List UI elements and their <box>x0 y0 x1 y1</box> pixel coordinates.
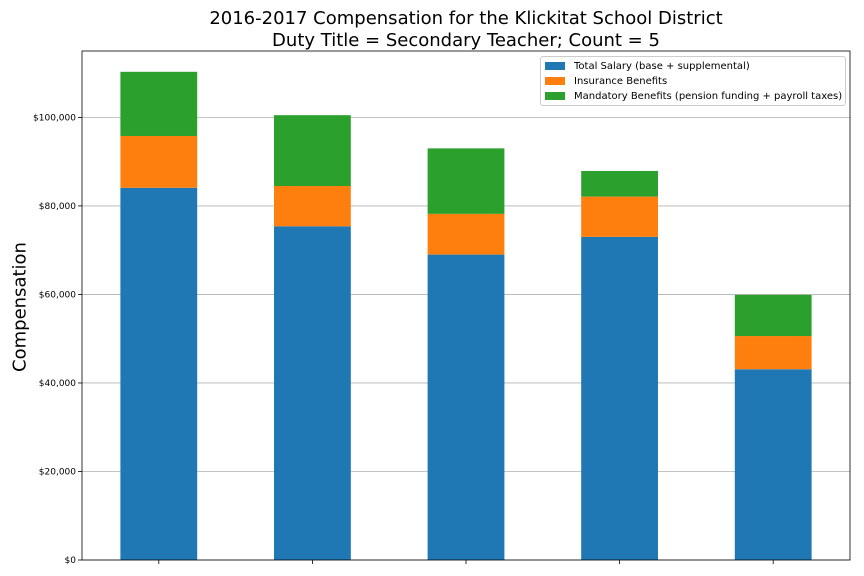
y-tick-label-0: $0 <box>65 556 77 566</box>
legend-label-salary: Total Salary (base + supplemental) <box>574 60 750 72</box>
y-tick-label-2: $40,000 <box>39 379 76 389</box>
bar-3-3 <box>427 148 505 214</box>
legend-swatch-insurance <box>545 77 565 85</box>
plot-frame <box>81 50 851 561</box>
y-tick-label-1: $20,000 <box>39 467 76 477</box>
y-tick-label-4: $80,000 <box>39 202 76 212</box>
bar-2-2 <box>274 185 351 227</box>
bar-2-4 <box>581 196 658 237</box>
legend-swatch-mandatory <box>545 92 565 100</box>
legend-entry-insurance: Insurance Benefits <box>545 74 667 88</box>
bar-3-5 <box>734 294 812 337</box>
bar-1-4 <box>581 236 658 561</box>
bar-2-5 <box>734 336 812 370</box>
bar-1-5 <box>734 369 812 560</box>
legend-entry-salary: Total Salary (base + supplemental) <box>545 59 750 73</box>
bar-2-1 <box>120 135 198 188</box>
chart-title: 2016-2017 Compensation for the Klickitat… <box>209 8 723 29</box>
legend-label-insurance: Insurance Benefits <box>574 75 668 87</box>
bar-3-4 <box>581 170 658 197</box>
bar-3-1 <box>120 71 198 136</box>
bar-1-2 <box>274 226 351 560</box>
bar-2-3 <box>427 213 505 255</box>
legend-label-mandatory: Mandatory Benefits (pension funding + pa… <box>574 90 843 102</box>
bar-3-2 <box>274 115 351 186</box>
y-tick-label-3: $60,000 <box>39 290 76 300</box>
chart-subtitle: Duty Title = Secondary Teacher; Count = … <box>272 30 660 51</box>
bar-1-3 <box>427 254 505 560</box>
legend-swatch-salary <box>545 62 565 70</box>
legend-entry-mandatory: Mandatory Benefits (pension funding + pa… <box>545 89 842 103</box>
y-axis-label: Compensation <box>9 242 31 372</box>
y-tick-label-5: $100,000 <box>33 113 76 123</box>
bar-1-1 <box>120 187 198 560</box>
legend: Total Salary (base + supplemental) Insur… <box>540 56 846 106</box>
